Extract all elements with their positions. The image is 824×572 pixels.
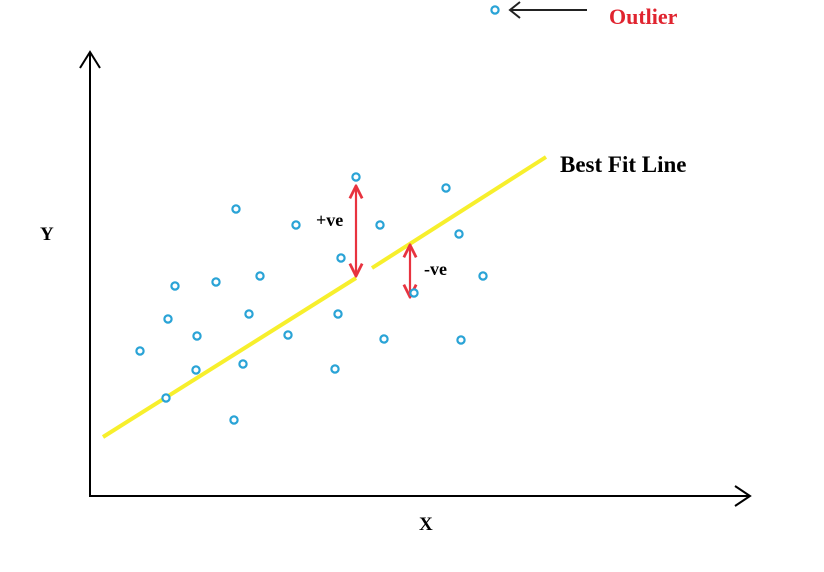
x-axis-label: X — [419, 514, 433, 535]
data-point — [330, 364, 340, 374]
data-point — [441, 183, 451, 193]
negative-residual-label: -ve — [424, 259, 447, 279]
data-point — [478, 271, 488, 281]
data-point — [336, 253, 346, 263]
axes — [79, 50, 752, 507]
positive-residual-label: +ve — [316, 210, 343, 230]
data-point — [191, 365, 201, 375]
outlier-annotation: Outlier — [490, 1, 678, 29]
best-fit-line — [101, 155, 548, 439]
data-point — [192, 331, 202, 341]
data-point — [375, 220, 385, 230]
data-point — [255, 271, 265, 281]
data-point — [211, 277, 221, 287]
data-point — [454, 229, 464, 239]
data-point — [229, 415, 239, 425]
best-fit-line-label: Best Fit Line — [560, 152, 687, 177]
outlier-point — [490, 5, 500, 15]
data-point — [161, 393, 171, 403]
residual-arrows — [356, 186, 410, 297]
data-point — [244, 309, 254, 319]
data-point — [163, 314, 173, 324]
outlier-label: Outlier — [609, 4, 678, 29]
y-axis-label: Y — [40, 224, 54, 245]
best-fit-line-segment — [370, 155, 548, 270]
data-point — [238, 359, 248, 369]
data-point — [170, 281, 180, 291]
data-point — [333, 309, 343, 319]
data-point — [409, 288, 419, 298]
data-point — [379, 334, 389, 344]
data-point — [231, 204, 241, 214]
data-point — [456, 335, 466, 345]
best-fit-line-segment — [101, 276, 358, 439]
outlier-arrow-head — [508, 1, 521, 19]
data-point — [351, 172, 361, 182]
x-axis-arrowhead — [734, 485, 752, 507]
y-axis-arrowhead — [79, 50, 101, 69]
data-point — [283, 330, 293, 340]
data-point — [135, 346, 145, 356]
data-point — [291, 220, 301, 230]
data-points — [135, 172, 488, 425]
